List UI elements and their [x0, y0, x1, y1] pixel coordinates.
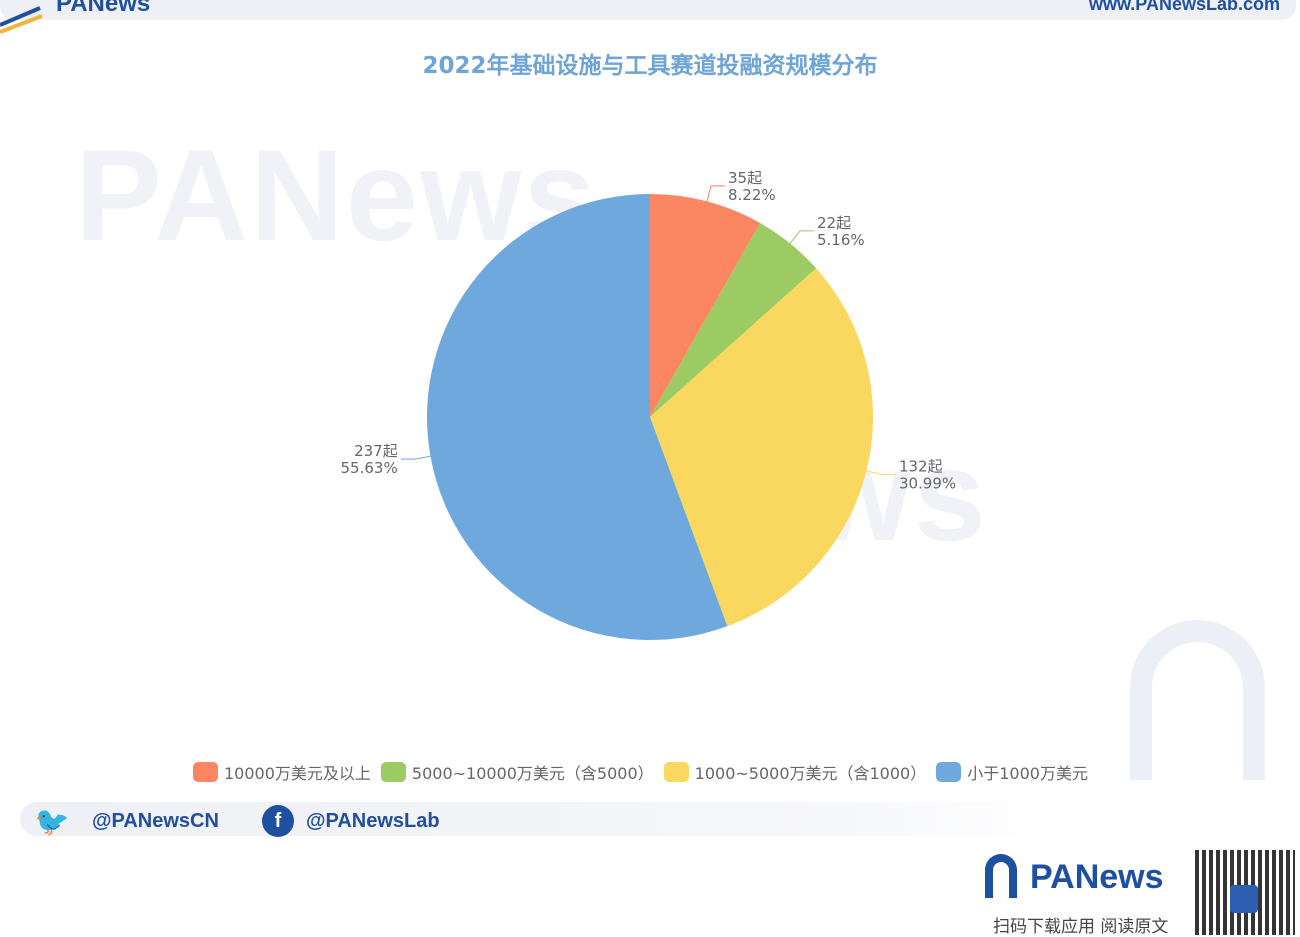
- header-bar: [0, 0, 1296, 20]
- panews-logo-icon: [985, 854, 1017, 898]
- brand-logo: PANews: [56, 0, 151, 17]
- data-label-percent: 30.99%: [899, 475, 956, 493]
- legend-item[interactable]: 5000~10000万美元（含5000）: [380, 760, 654, 784]
- legend: 10000万美元及以上 5000~10000万美元（含5000） 1000~50…: [193, 760, 1088, 784]
- data-label-count: 237起: [354, 442, 398, 460]
- facebook-handle[interactable]: f @PANewsLab: [262, 805, 440, 837]
- site-url[interactable]: www.PANewsLab.com: [1088, 0, 1280, 14]
- legend-swatch: [380, 762, 406, 782]
- twitter-text: @PANewsCN: [92, 809, 219, 832]
- legend-item[interactable]: 1000~5000万美元（含1000）: [663, 760, 927, 784]
- leader-line: [866, 470, 896, 476]
- social-bar: [20, 802, 1050, 836]
- watermark: PANews: [75, 122, 598, 268]
- legend-item[interactable]: 小于1000万美元: [936, 760, 1088, 784]
- pie-slice[interactable]: [650, 268, 874, 627]
- facebook-icon: f: [262, 805, 294, 837]
- leader-line: [706, 185, 726, 202]
- legend-swatch: [663, 762, 689, 782]
- pie-slice[interactable]: [650, 223, 817, 417]
- legend-swatch: [193, 762, 218, 782]
- data-label-count: 22起: [817, 214, 851, 232]
- data-label-percent: 55.63%: [341, 459, 398, 477]
- twitter-icon: 🐦: [34, 805, 70, 837]
- pie-slice[interactable]: [427, 194, 728, 640]
- data-label-percent: 8.22%: [728, 186, 776, 204]
- twitter-handle[interactable]: 🐦 @PANewsCN: [34, 805, 219, 837]
- data-label-percent: 5.16%: [817, 231, 865, 249]
- facebook-text: @PANewsLab: [306, 809, 440, 832]
- footer-brand: PANews: [1030, 858, 1164, 896]
- download-cta: 扫码下载应用 阅读原文: [993, 917, 1169, 937]
- legend-label: 1000~5000万美元（含1000）: [694, 764, 927, 783]
- leader-line: [789, 230, 814, 244]
- legend-label: 小于1000万美元: [967, 764, 1088, 783]
- legend-swatch: [936, 762, 962, 782]
- legend-item[interactable]: 10000万美元及以上: [193, 760, 371, 784]
- legend-label: 10000万美元及以上: [224, 764, 371, 783]
- leader-line: [400, 455, 431, 460]
- qr-logo-icon: [1230, 885, 1258, 913]
- legend-label: 5000~10000万美元（含5000）: [411, 764, 654, 783]
- chart-title: 2022年基础设施与工具赛道投融资规模分布: [422, 53, 878, 79]
- pie-slice[interactable]: [650, 194, 761, 417]
- data-label-count: 35起: [728, 169, 762, 187]
- data-label-count: 132起: [899, 458, 943, 476]
- logo-stripes-icon: [0, 6, 43, 34]
